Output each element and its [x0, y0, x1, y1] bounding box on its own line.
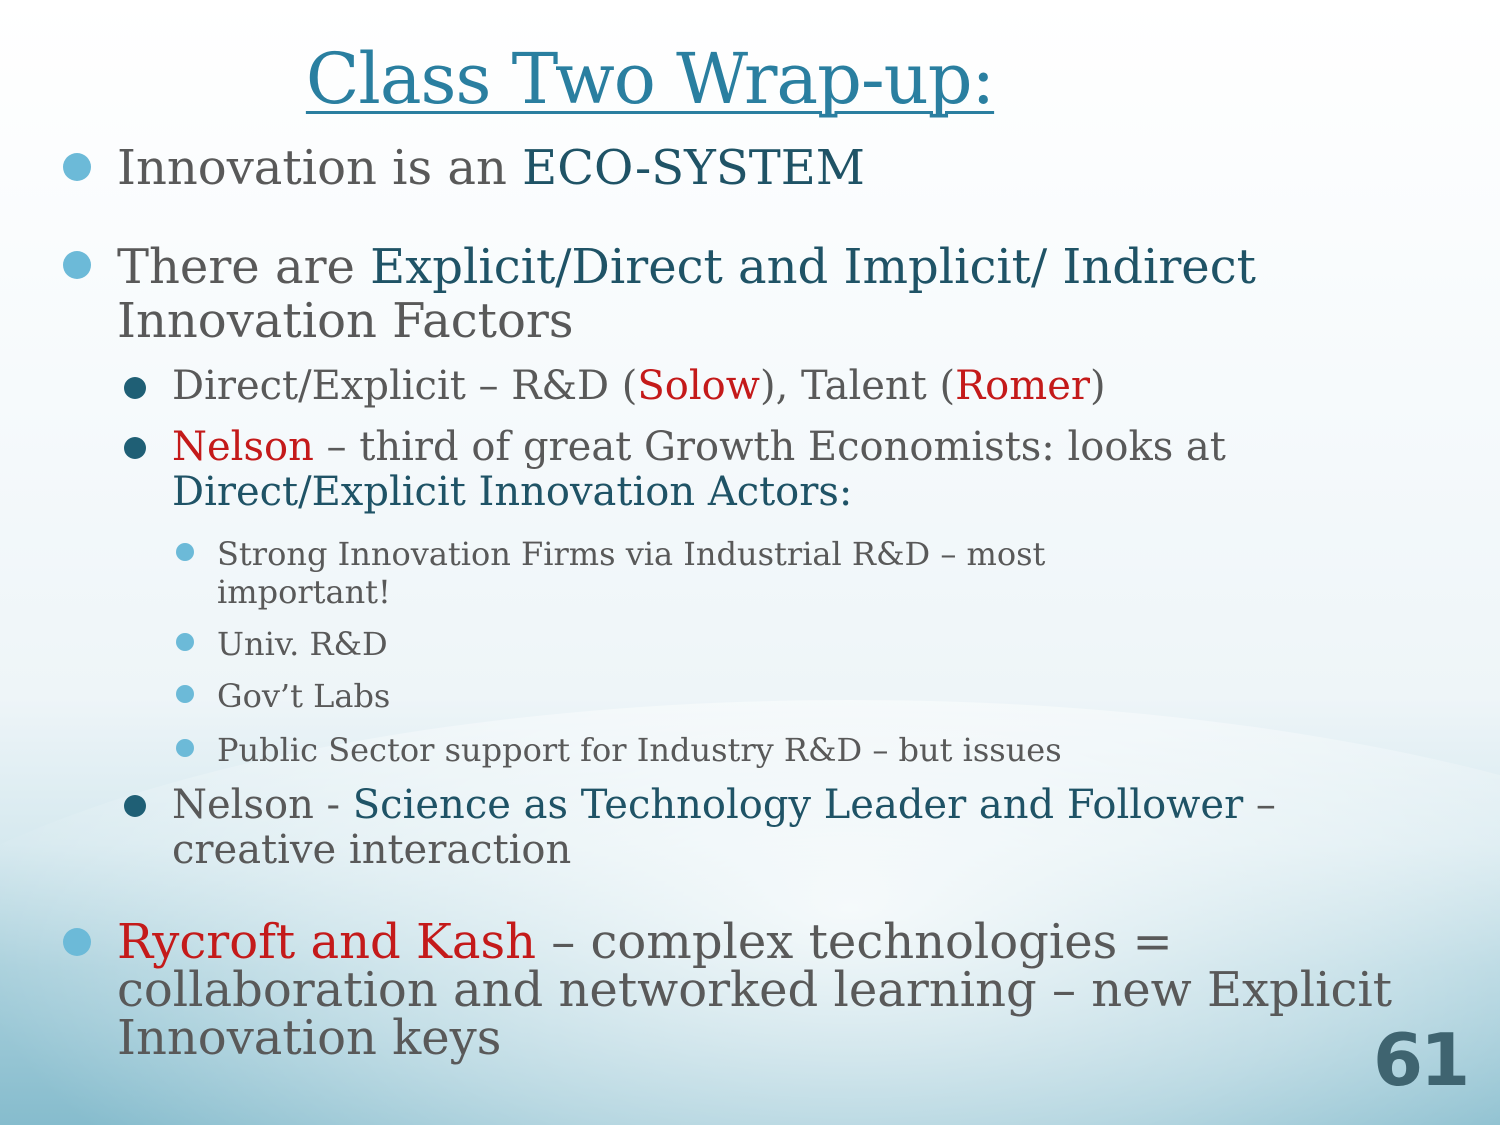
- sub-bullet-public: Public Sector support for Industry R&D –…: [217, 731, 1062, 769]
- bullet-dot-icon: [63, 928, 91, 956]
- name-solow: Solow: [637, 363, 760, 409]
- page-number: 61: [1373, 1018, 1470, 1102]
- background-wave: [0, 700, 1500, 1125]
- bullet-text-cont: collaboration and networked learning – n…: [117, 962, 1392, 1018]
- bullet-ecosystem: Innovation is an ECO-SYSTEM: [117, 141, 865, 195]
- bullet-text-cont: creative interaction: [172, 827, 572, 874]
- bullet-text: ), Talent (: [759, 363, 956, 409]
- bullet-dot-icon: [176, 633, 194, 651]
- bullet-text: – complex technologies =: [536, 914, 1173, 970]
- bullet-text: Innovation is an: [117, 140, 523, 196]
- bullet-nelson-science: Nelson - Science as Technology Leader an…: [172, 782, 1276, 874]
- bullet-text-cont: important!: [217, 573, 391, 612]
- bullet-highlight: Direct/Explicit Innovation Actors:: [172, 469, 853, 516]
- bullet-dot-icon: [63, 251, 91, 279]
- bullet-text-cont: Innovation keys: [117, 1010, 502, 1066]
- bullet-dot-icon: [176, 685, 194, 703]
- bullet-dot-icon: [63, 153, 91, 181]
- bullet-dot-icon: [124, 795, 146, 817]
- bullet-text: Direct/Explicit – R&D (: [172, 363, 638, 409]
- name-rycroft-kash: Rycroft and Kash: [117, 914, 536, 970]
- bullet-text: Nelson -: [172, 782, 353, 828]
- bullet-dot-icon: [176, 543, 194, 561]
- sub-bullet-univ: Univ. R&D: [217, 625, 388, 663]
- bullet-dot-icon: [176, 739, 194, 757]
- bullet-highlight: Science as Technology Leader and Followe…: [352, 782, 1244, 828]
- name-romer: Romer: [955, 363, 1090, 409]
- bullet-text: –: [1243, 782, 1276, 828]
- slide-title: Class Two Wrap-up:: [305, 38, 995, 120]
- bullet-highlight: ECO-SYSTEM: [522, 140, 865, 196]
- sub-bullet-firms: Strong Innovation Firms via Industrial R…: [217, 535, 1045, 612]
- bullet-text-cont: Innovation Factors: [117, 293, 574, 350]
- bullet-highlight: Explicit/Direct and Implicit/ Indirect: [370, 239, 1256, 295]
- bullet-nelson-actors: Nelson – third of great Growth Economist…: [172, 424, 1226, 516]
- name-nelson: Nelson: [172, 424, 314, 470]
- bullet-text: Strong Innovation Firms via Industrial R…: [217, 535, 1046, 573]
- bullet-text: There are: [117, 239, 371, 295]
- bullet-direct-explicit: Direct/Explicit – R&D (Solow), Talent (R…: [172, 363, 1106, 409]
- bullet-dot-icon: [124, 437, 146, 459]
- bullet-rycroft-kash: Rycroft and Kash – complex technologies …: [117, 918, 1392, 1062]
- bullet-dot-icon: [124, 377, 146, 399]
- bullet-text: ): [1089, 363, 1106, 409]
- sub-bullet-govt: Gov’t Labs: [217, 677, 391, 715]
- bullet-factors: There are Explicit/Direct and Implicit/ …: [117, 240, 1256, 348]
- bullet-text: – third of great Growth Economists: look…: [313, 424, 1226, 470]
